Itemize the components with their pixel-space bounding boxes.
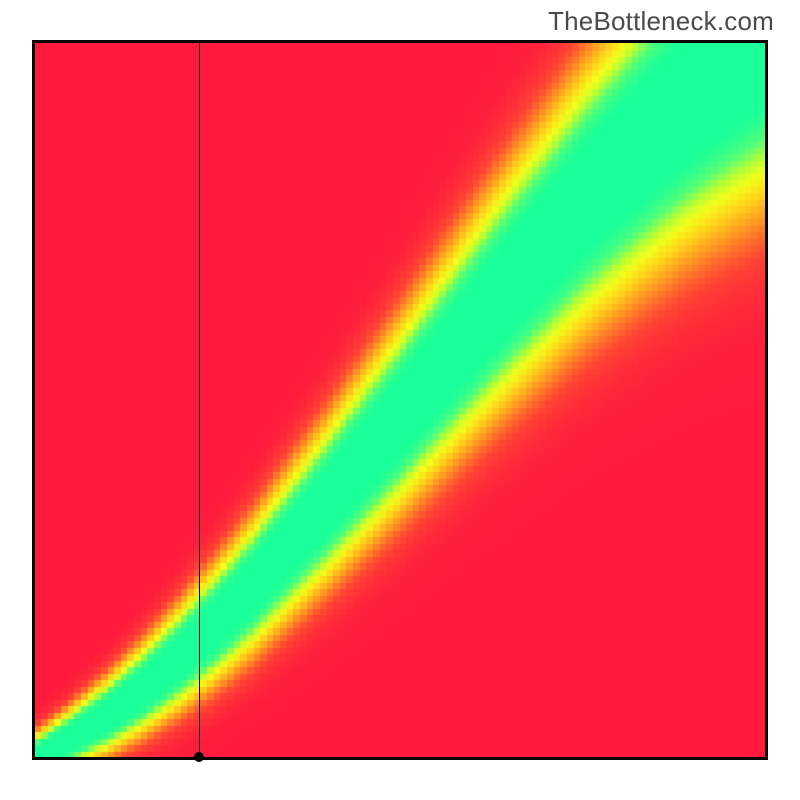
watermark-text: TheBottleneck.com [548, 6, 774, 37]
heatmap-canvas [35, 43, 765, 757]
marker-dot [194, 752, 204, 762]
marker-vertical-line [199, 43, 200, 757]
plot-frame [32, 40, 768, 760]
chart-container: TheBottleneck.com [0, 0, 800, 800]
